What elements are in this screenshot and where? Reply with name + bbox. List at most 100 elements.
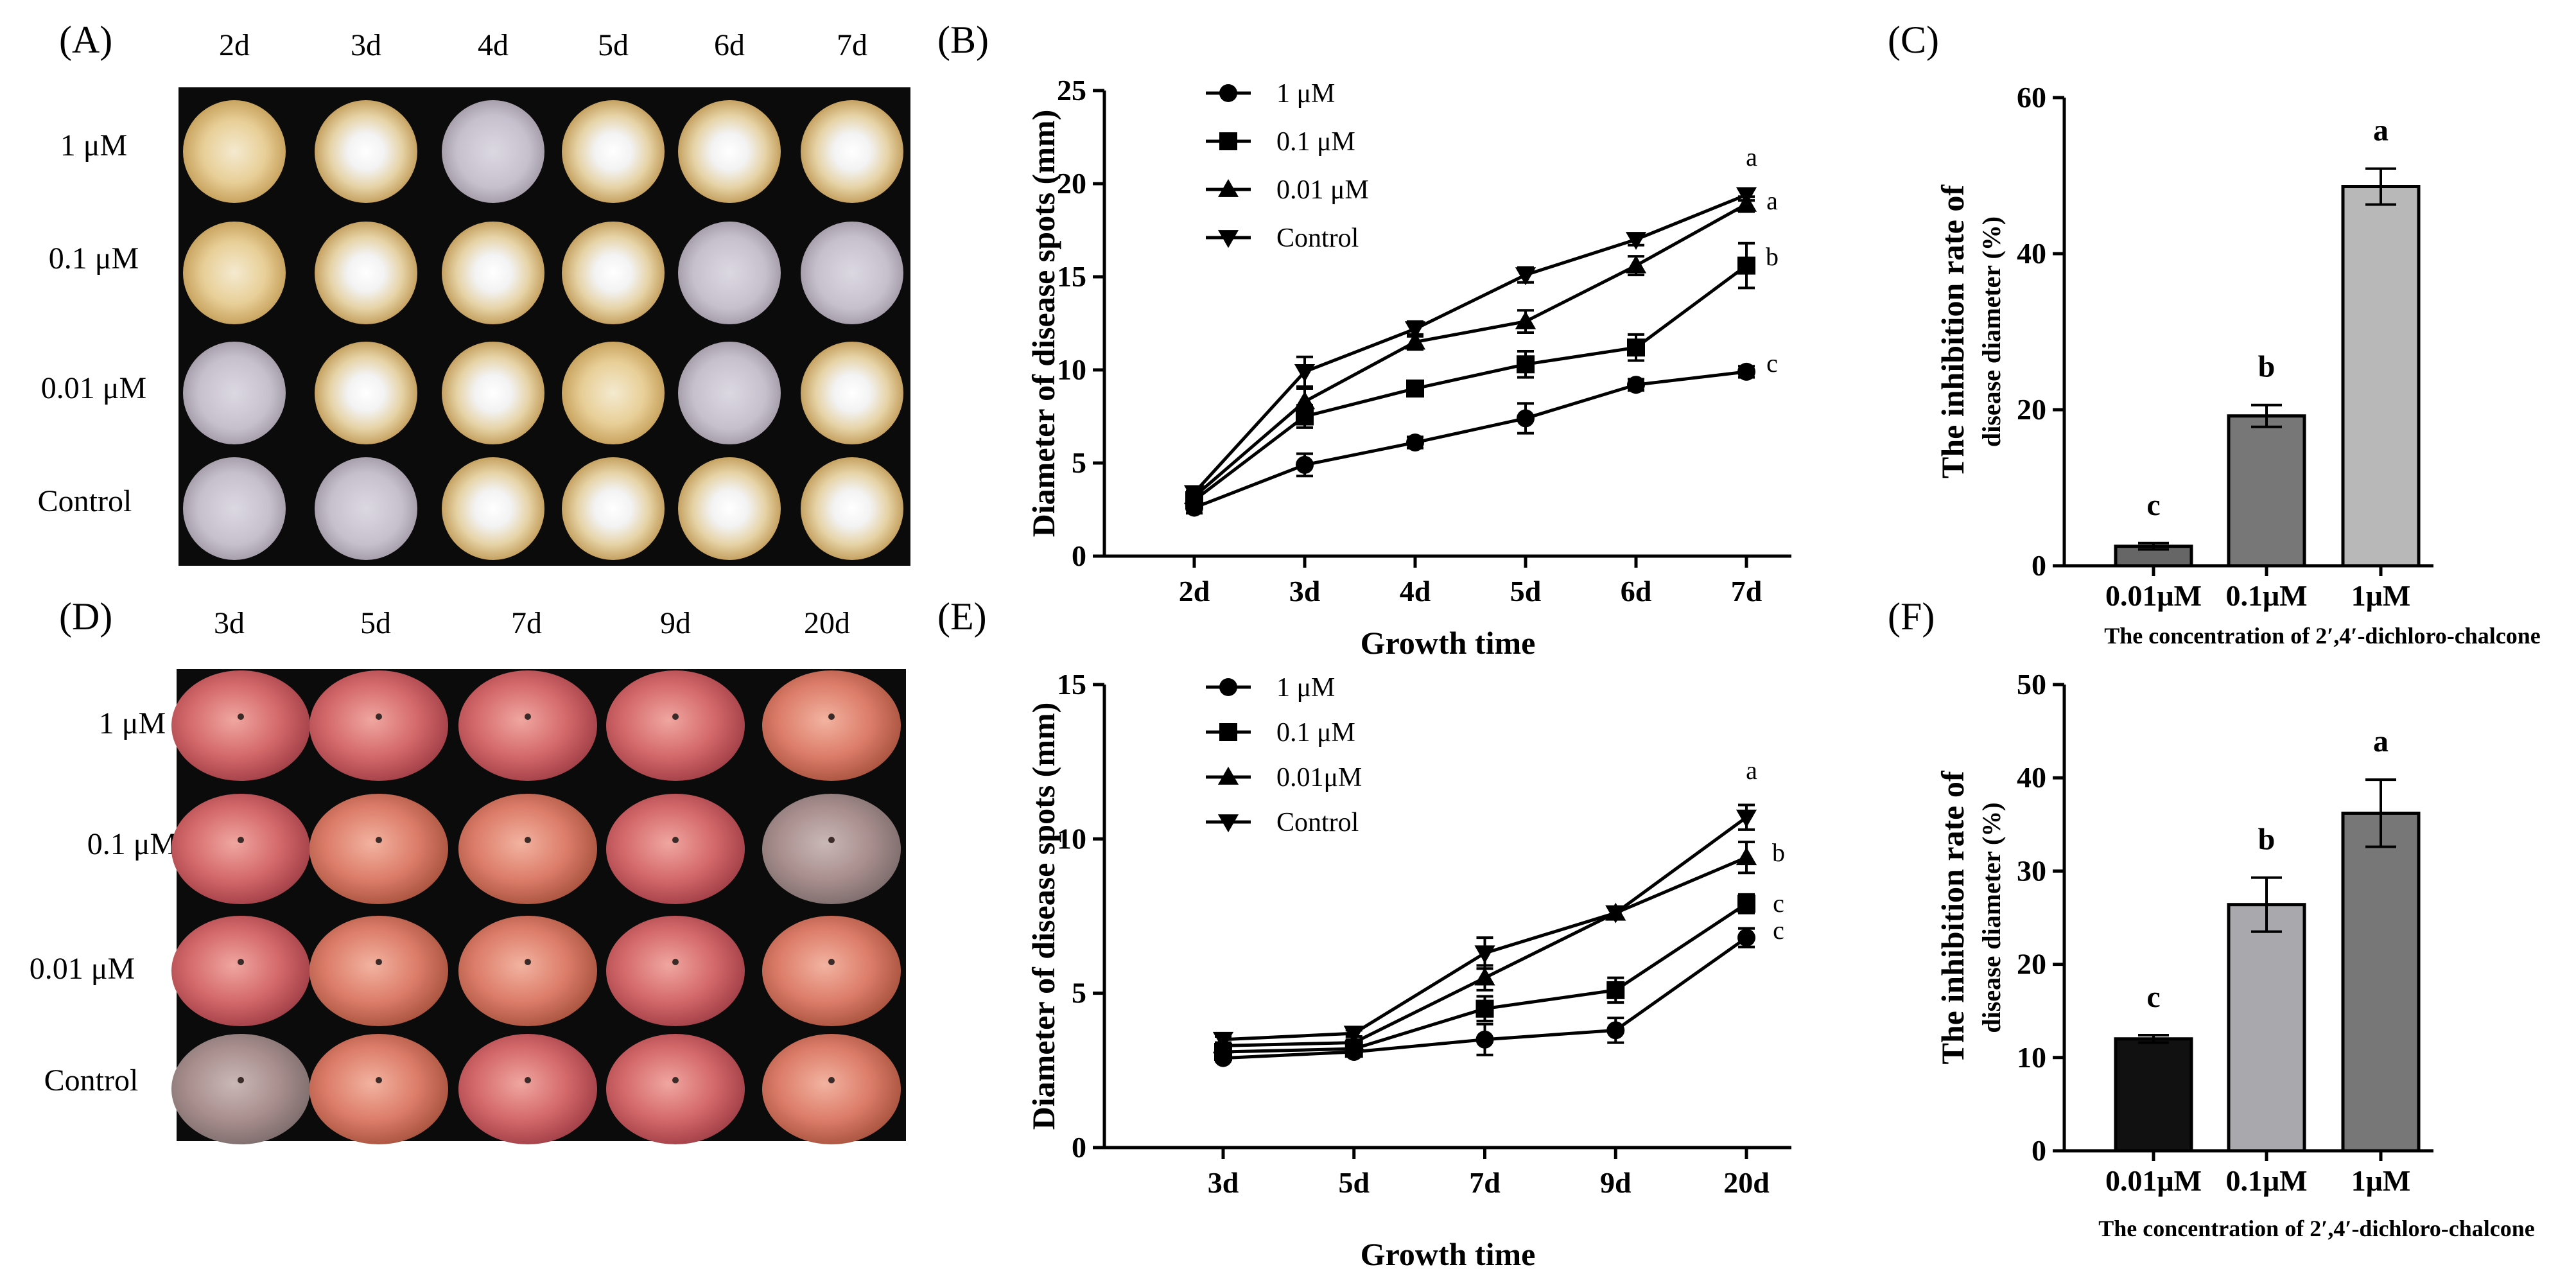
x-tick-label: 6d	[1621, 575, 1652, 608]
photo-a-col-4: 6d	[714, 28, 745, 62]
apple-fruit	[309, 670, 448, 781]
photo-a-fruits	[183, 100, 903, 560]
y-tick-label: 60	[2017, 81, 2046, 114]
y-tick-label: 10	[1057, 353, 1086, 386]
citrus-fruit	[183, 100, 286, 203]
significance-label: c	[1766, 349, 1778, 378]
inoculation-spot	[828, 1077, 835, 1083]
apple-fruit	[309, 1034, 448, 1144]
data-point	[1517, 355, 1535, 374]
citrus-fruit	[801, 342, 903, 444]
data-point	[1475, 1030, 1494, 1049]
photo-d-col-0: 3d	[214, 606, 245, 640]
x-tick-label: 0.1μM	[2226, 579, 2308, 612]
bar	[2227, 903, 2306, 1153]
data-point	[1475, 999, 1494, 1018]
inoculation-spot	[828, 837, 835, 843]
inoculation-spot	[828, 713, 835, 720]
data-point	[1737, 362, 1755, 381]
panel-b: (B) 0 5 10 15 20 25 2d 3d 4d 5d 6d 7d Growth time Dia…	[937, 19, 1791, 661]
data-point	[1296, 455, 1314, 474]
inoculation-spot	[525, 959, 531, 965]
data-point	[1736, 809, 1757, 828]
inoculation-spot	[525, 713, 531, 720]
data-point	[1627, 338, 1645, 357]
legend-label: 1 μM	[1276, 673, 1335, 703]
significance-label: c	[2146, 980, 2160, 1014]
photo-d-row-2: 0.01 μM	[30, 952, 135, 986]
data-point	[1474, 945, 1495, 964]
citrus-fruit	[801, 100, 903, 203]
citrus-fruit	[315, 100, 417, 203]
panel-letter-a: (A)	[59, 19, 112, 61]
bar	[2227, 414, 2306, 568]
significance-label: a	[2373, 724, 2389, 758]
line-chart-b: 0 5 10 15 20 25 2d 3d 4d 5d 6d 7d Growth time Diamete…	[1025, 74, 1791, 661]
citrus-fruit	[315, 222, 417, 324]
data-point	[1737, 895, 1755, 913]
data-point	[1736, 847, 1757, 866]
apple-fruit	[171, 1034, 310, 1144]
bar-chart-f: 0 10 20 30 40 50 c 0.01μM b 0.1μM a 1μM The inhibiti…	[1935, 668, 2535, 1241]
data-point	[1294, 364, 1316, 382]
y-tick-label: 10	[2017, 1041, 2046, 1074]
citrus-fruit	[315, 457, 417, 560]
significance-label: a	[1746, 143, 1757, 171]
apple-fruit	[458, 794, 597, 904]
y-axis-title: disease diameter (%)	[1977, 216, 2006, 447]
citrus-fruit	[562, 457, 665, 560]
x-axis-title: The concentration of 2′,4′-dichloro-chal…	[2098, 1216, 2535, 1241]
citrus-fruit	[183, 342, 286, 444]
photo-d-col-4: 20d	[804, 606, 850, 640]
significance-label: c	[2146, 488, 2160, 522]
y-axis-title: The inhibition rate of	[1935, 184, 1971, 478]
inoculation-spot	[672, 1077, 679, 1083]
significance-label: a	[1766, 186, 1778, 215]
series-line	[1193, 202, 1748, 498]
citrus-fruit	[442, 342, 544, 444]
bar	[2341, 185, 2421, 568]
x-tick-label: 2d	[1179, 575, 1210, 608]
legend-label: 0.01 μM	[1276, 175, 1369, 205]
citrus-fruit	[183, 457, 286, 560]
citrus-fruit	[801, 222, 903, 324]
y-axis-title: Diameter of disease spots (mm)	[1025, 110, 1061, 538]
apple-fruit	[458, 670, 597, 781]
y-tick-label: 50	[2017, 668, 2046, 701]
inoculation-spot	[672, 713, 679, 720]
significance-label: b	[2258, 350, 2276, 384]
apple-fruit	[762, 794, 901, 904]
apple-fruit	[171, 794, 310, 904]
citrus-fruit	[315, 342, 417, 444]
photo-a-col-5: 7d	[837, 28, 867, 62]
bar-chart-c: 0 20 40 60 c 0.01μM b 0.1μM a 1μM The inhibition r…	[1935, 81, 2541, 649]
apple-fruit	[309, 916, 448, 1026]
data-point	[1294, 391, 1316, 410]
data-point	[1406, 433, 1424, 452]
significance-label: a	[2373, 114, 2389, 148]
x-tick-label: 0.1μM	[2226, 1164, 2308, 1197]
significance-label: c	[1773, 916, 1784, 945]
line-chart-e: 0 5 10 15 3d 5d 7d 9d 20d Growth time Diameter of …	[1025, 668, 1791, 1272]
inoculation-spot	[238, 959, 244, 965]
x-tick-label: 1μM	[2351, 1164, 2411, 1197]
data-point	[1219, 84, 1237, 102]
x-tick-label: 0.01μM	[2105, 579, 2202, 612]
apple-fruit	[606, 916, 745, 1026]
apple-fruit	[458, 1034, 597, 1144]
y-axis-title: Diameter of disease spots (mm)	[1025, 703, 1061, 1130]
photo-d-row-1: 0.1 μM	[87, 827, 177, 861]
legend-label: 0.1 μM	[1276, 127, 1355, 157]
x-tick-label: 3d	[1289, 575, 1321, 608]
x-tick-label: 0.01μM	[2105, 1164, 2202, 1197]
photo-a-row-0: 1 μM	[60, 128, 127, 162]
x-axis-title: The concentration of 2′,4′-dichloro-chal…	[2104, 623, 2541, 649]
photo-d-col-3: 9d	[660, 606, 691, 640]
x-tick-label: 5d	[1338, 1166, 1370, 1199]
photo-a-col-1: 3d	[351, 28, 381, 62]
data-point	[1474, 967, 1495, 986]
legend-label: 1 μM	[1276, 79, 1335, 109]
data-point	[1736, 187, 1757, 205]
inoculation-spot	[238, 837, 244, 843]
